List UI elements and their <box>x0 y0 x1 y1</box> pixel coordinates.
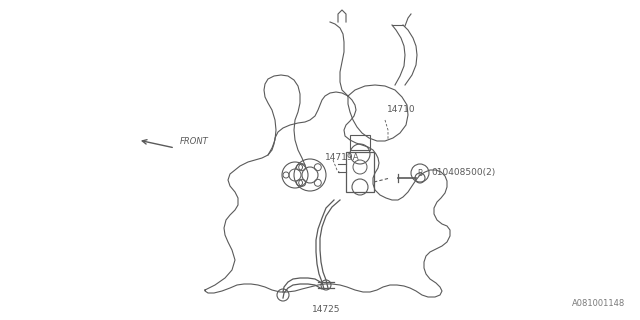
Text: 14710: 14710 <box>387 106 415 115</box>
Bar <box>346 152 374 192</box>
Text: 010408500(2): 010408500(2) <box>431 169 495 178</box>
Text: 14719A: 14719A <box>325 154 360 163</box>
Text: FRONT: FRONT <box>180 138 209 147</box>
Text: B: B <box>417 169 422 178</box>
Bar <box>350 135 370 150</box>
Text: A081001148: A081001148 <box>572 299 625 308</box>
Text: 14725: 14725 <box>312 305 340 314</box>
